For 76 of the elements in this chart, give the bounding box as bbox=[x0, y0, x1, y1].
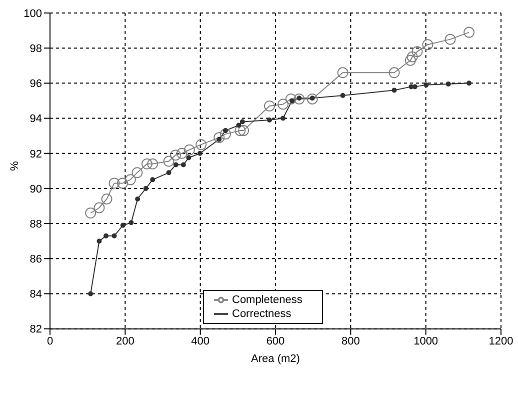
point bbox=[464, 26, 475, 38]
point bbox=[104, 233, 108, 238]
y-tick-label: 100 bbox=[24, 8, 42, 20]
point bbox=[88, 291, 94, 296]
point bbox=[240, 119, 245, 124]
point bbox=[223, 128, 228, 134]
y-tick-label: 82 bbox=[30, 324, 42, 336]
point bbox=[143, 186, 148, 191]
y-tick-label: 98 bbox=[30, 42, 42, 55]
x-axis-title: Area (m2) bbox=[251, 352, 300, 365]
point bbox=[340, 92, 346, 98]
point bbox=[264, 100, 275, 112]
y-tick-label: 84 bbox=[30, 288, 42, 301]
y-axis-title: % bbox=[8, 160, 21, 171]
point bbox=[234, 125, 246, 136]
point bbox=[132, 167, 143, 178]
point bbox=[238, 125, 250, 136]
point bbox=[112, 233, 117, 238]
y-tick-label: 92 bbox=[30, 148, 42, 160]
x-tick-label: 1000 bbox=[414, 336, 438, 348]
point bbox=[117, 178, 128, 189]
point bbox=[108, 178, 120, 189]
point bbox=[444, 34, 456, 45]
point bbox=[150, 177, 156, 182]
point bbox=[176, 148, 188, 159]
point bbox=[94, 202, 105, 214]
point bbox=[128, 220, 134, 226]
legend-label: Correctness bbox=[232, 308, 292, 320]
x-tick-label: 800 bbox=[341, 336, 360, 348]
point bbox=[285, 93, 296, 104]
x-tick-label: 1200 bbox=[488, 336, 514, 348]
point bbox=[466, 80, 472, 86]
x-tick-label: 600 bbox=[266, 336, 285, 348]
point bbox=[141, 158, 152, 170]
point bbox=[406, 51, 418, 62]
point bbox=[166, 170, 172, 176]
point bbox=[337, 67, 348, 78]
point bbox=[96, 238, 102, 244]
point bbox=[197, 150, 202, 156]
point bbox=[446, 82, 451, 87]
point bbox=[424, 82, 429, 88]
x-tick-label: 200 bbox=[116, 336, 134, 348]
y-tick-label: 94 bbox=[30, 113, 42, 126]
y-tick-label: 86 bbox=[30, 254, 42, 266]
point bbox=[124, 174, 136, 186]
y-tick-label: 88 bbox=[30, 218, 42, 230]
point bbox=[196, 139, 207, 150]
point bbox=[101, 193, 112, 204]
point bbox=[180, 162, 186, 168]
point bbox=[280, 116, 286, 121]
point bbox=[173, 162, 178, 168]
y-tick-label: 90 bbox=[30, 183, 42, 196]
point bbox=[236, 122, 242, 128]
point bbox=[412, 46, 423, 58]
point bbox=[392, 88, 397, 93]
point bbox=[120, 222, 126, 228]
point bbox=[163, 156, 174, 167]
point bbox=[422, 39, 434, 50]
point bbox=[388, 67, 400, 78]
x-tick-label: 0 bbox=[46, 336, 54, 348]
point bbox=[214, 132, 225, 144]
point bbox=[85, 208, 96, 219]
point bbox=[135, 196, 140, 202]
x-tick-label: 400 bbox=[191, 336, 210, 348]
point bbox=[147, 158, 158, 170]
point bbox=[170, 150, 182, 161]
y-tick-label: 96 bbox=[30, 78, 42, 90]
point bbox=[404, 54, 416, 66]
point bbox=[186, 155, 192, 160]
point bbox=[306, 93, 318, 104]
point bbox=[278, 98, 289, 110]
point bbox=[266, 118, 272, 123]
point bbox=[294, 93, 305, 104]
point bbox=[184, 144, 195, 156]
point bbox=[220, 128, 232, 140]
legend-label: Completeness bbox=[232, 294, 302, 306]
